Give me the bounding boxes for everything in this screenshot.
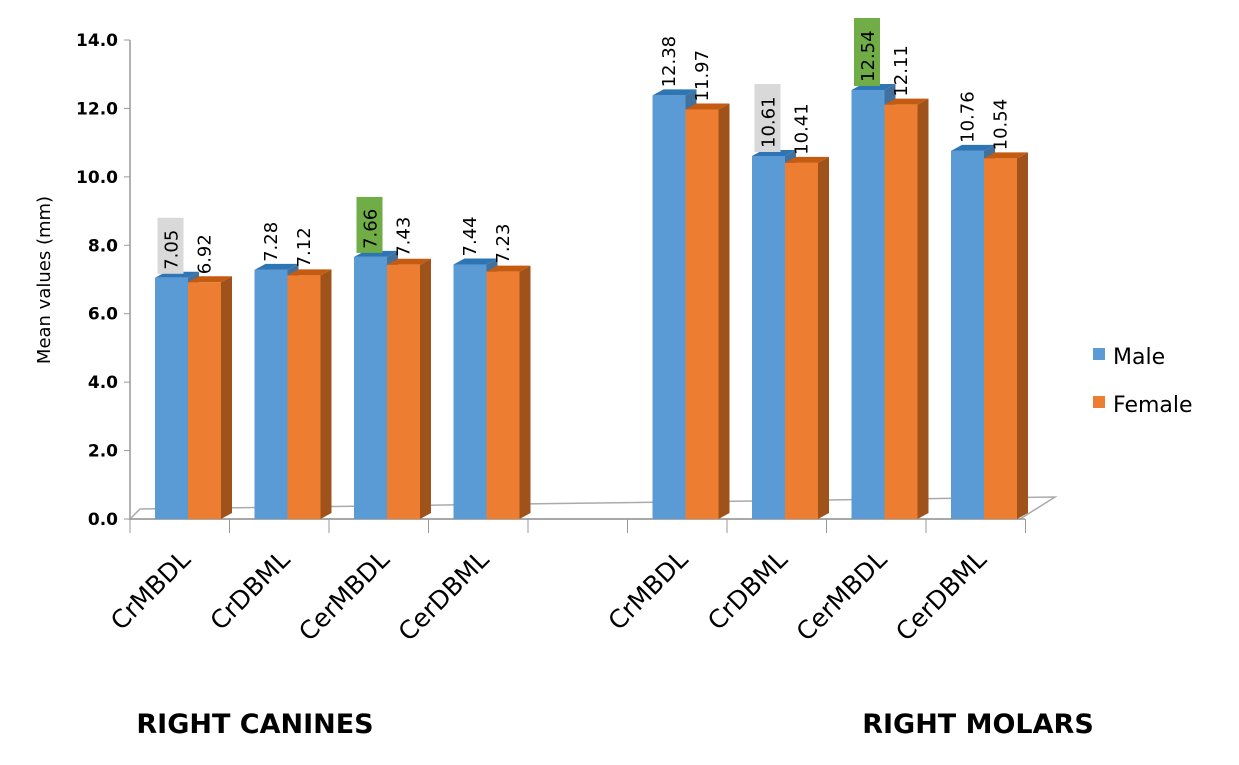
bar-top-female	[785, 156, 829, 163]
category-label: CerMBDL	[791, 545, 893, 647]
bar-male	[254, 269, 288, 519]
bar-top-female	[884, 98, 929, 105]
y-tick-label: 2.0	[88, 442, 118, 462]
bar-side-female	[519, 265, 531, 519]
y-tick-label: 12.0	[76, 99, 118, 119]
bar-side-female	[818, 156, 829, 519]
bar-side-female	[1017, 152, 1028, 520]
bar-top-male	[951, 144, 995, 151]
bar-female	[188, 282, 221, 519]
bar-female	[785, 162, 818, 519]
bar-side-female	[221, 276, 232, 519]
bar-top-female	[387, 258, 431, 265]
legend-swatch-female	[1093, 396, 1105, 408]
category-label: CrMBDL	[105, 545, 196, 636]
legend-label-male: Male	[1113, 345, 1165, 370]
bar-side-female	[917, 98, 929, 519]
legend-swatch-male	[1093, 348, 1105, 360]
data-label: 7.43	[394, 217, 415, 257]
data-label-highlight	[754, 83, 781, 152]
data-label: 7.12	[294, 227, 315, 267]
y-tick-label: 6.0	[88, 305, 118, 325]
y-tick-label: 8.0	[88, 236, 118, 256]
category-label: CerMBDL	[293, 545, 395, 647]
data-label: 6.92	[195, 234, 216, 274]
category-label: CerDBML	[890, 545, 992, 647]
category-label: CerDBML	[393, 545, 495, 647]
category-label: CrDBML	[205, 545, 296, 636]
data-label: 12.54	[858, 30, 879, 82]
group-title-molars: RIGHT MOLARS	[862, 709, 1094, 740]
data-label: 7.28	[261, 222, 282, 262]
bar-male	[652, 95, 686, 520]
bar-female	[984, 158, 1017, 520]
bar-side-female	[420, 258, 431, 519]
data-label: 12.38	[659, 36, 680, 88]
data-label: 10.54	[991, 99, 1012, 151]
bar-side-female	[320, 269, 332, 519]
bar-male	[951, 150, 984, 519]
legend-label-female: Female	[1113, 393, 1193, 418]
bar-female	[685, 109, 719, 519]
category-label: CrDBML	[702, 545, 793, 636]
group-title-canines: RIGHT CANINES	[136, 709, 373, 740]
bar-top-female	[685, 103, 730, 110]
data-label: 12.11	[891, 45, 912, 97]
bar-top-female	[486, 265, 531, 272]
bar-male	[155, 277, 188, 519]
data-label: 7.05	[162, 230, 183, 270]
y-tick-label: 14.0	[76, 31, 118, 51]
data-label: 7.23	[493, 224, 514, 264]
bar-top-female	[287, 269, 332, 276]
bar-male	[851, 89, 885, 520]
legend: Male Female	[1093, 345, 1193, 418]
bar-female	[287, 275, 321, 519]
bar-female	[884, 104, 918, 519]
category-label: CrMBDL	[603, 545, 694, 636]
bar-male	[453, 264, 487, 519]
bar-top-male	[652, 89, 697, 96]
bar-top-female	[984, 152, 1028, 159]
data-label: 7.44	[460, 216, 481, 256]
bar-female	[387, 264, 420, 519]
data-label-highlight	[157, 217, 184, 274]
bar-top-female	[188, 276, 232, 283]
data-label-highlight	[854, 17, 880, 86]
bar-side-female	[718, 103, 730, 519]
bar-top-male	[453, 258, 498, 265]
data-label: 11.97	[692, 50, 713, 102]
y-axis-label: Mean values (mm)	[34, 196, 55, 364]
data-label: 7.66	[361, 209, 382, 249]
data-label: 10.61	[759, 96, 780, 148]
y-tick-label: 4.0	[88, 373, 118, 393]
bar-male	[354, 256, 387, 519]
bar-male	[752, 155, 785, 519]
data-label-highlight	[356, 196, 383, 253]
y-tick-label: 0.0	[88, 510, 118, 530]
data-label: 10.41	[792, 103, 813, 155]
data-label: 10.76	[958, 91, 979, 143]
bar-female	[486, 271, 520, 519]
y-tick-label: 10.0	[76, 168, 118, 188]
bar-top-male	[254, 263, 299, 270]
